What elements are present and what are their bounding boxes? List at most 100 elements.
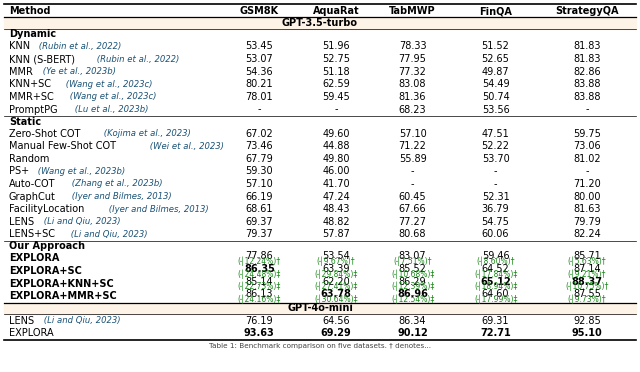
Text: 59.46: 59.46 — [482, 251, 509, 262]
Text: 73.46: 73.46 — [246, 141, 273, 151]
Text: 95.10: 95.10 — [572, 328, 602, 338]
Text: (┤9.73%)†: (┤9.73%)† — [568, 294, 606, 304]
Text: -: - — [411, 166, 414, 176]
Text: KNN (S-BERT): KNN (S-BERT) — [9, 54, 75, 64]
Text: 86.13: 86.13 — [246, 289, 273, 299]
Text: 81.63: 81.63 — [573, 204, 601, 214]
Text: 57.10: 57.10 — [399, 129, 426, 138]
Text: (Wang et al., 2023c): (Wang et al., 2023c) — [67, 92, 156, 102]
Text: GPT-3.5-turbo: GPT-3.5-turbo — [282, 18, 358, 28]
Text: (Ye et al., 2023b): (Ye et al., 2023b) — [40, 67, 116, 76]
Text: (┤9.21%)†: (┤9.21%)† — [568, 269, 606, 279]
Text: Our Approach: Our Approach — [9, 241, 85, 251]
Text: 80.21: 80.21 — [246, 79, 273, 89]
Text: (┤22.73%)‡: (┤22.73%)‡ — [237, 282, 281, 291]
Text: LENS+SC: LENS+SC — [9, 230, 55, 240]
Text: EXPLORA: EXPLORA — [9, 253, 60, 263]
Text: 36.79: 36.79 — [482, 204, 509, 214]
Text: 50.74: 50.74 — [482, 92, 509, 102]
Text: Manual Few-Shot COT: Manual Few-Shot COT — [9, 141, 116, 151]
Text: FinQA: FinQA — [479, 6, 512, 16]
Text: EXPLORA+KNN+SC: EXPLORA+KNN+SC — [9, 279, 114, 289]
Text: GraphCut: GraphCut — [9, 192, 56, 202]
Text: 87.55: 87.55 — [573, 289, 601, 299]
Text: -: - — [334, 105, 338, 115]
Text: -: - — [257, 105, 261, 115]
Text: 86.35: 86.35 — [244, 264, 275, 274]
Text: 90.12: 90.12 — [397, 328, 428, 338]
Text: 86.34: 86.34 — [399, 316, 426, 326]
Text: 67.66: 67.66 — [399, 204, 426, 214]
Text: 62.20: 62.20 — [322, 277, 350, 286]
Text: (┤12.24%)†: (┤12.24%)† — [238, 256, 281, 266]
Text: (┤27.41%)‡: (┤27.41%)‡ — [314, 282, 358, 291]
Text: 78.33: 78.33 — [399, 42, 426, 51]
Text: (Rubin et al., 2022): (Rubin et al., 2022) — [36, 42, 122, 51]
Text: 41.70: 41.70 — [322, 179, 350, 189]
Text: 86.29: 86.29 — [399, 277, 426, 286]
Text: PromptPG: PromptPG — [9, 105, 58, 115]
Text: 77.95: 77.95 — [399, 54, 426, 64]
Text: 76.19: 76.19 — [246, 316, 273, 326]
Bar — [4, 17, 636, 29]
Text: (Zhang et al., 2023b): (Zhang et al., 2023b) — [69, 179, 163, 189]
Text: 64.56: 64.56 — [322, 316, 350, 326]
Text: 69.29: 69.29 — [321, 328, 351, 338]
Text: 80.00: 80.00 — [573, 192, 601, 202]
Text: LENS: LENS — [9, 316, 34, 326]
Text: (┤12.39%)‡: (┤12.39%)‡ — [391, 282, 434, 291]
Text: 46.00: 46.00 — [322, 166, 349, 176]
Text: 85.14: 85.14 — [246, 277, 273, 286]
Text: (Li and Qiu, 2023): (Li and Qiu, 2023) — [42, 316, 121, 325]
Text: 92.85: 92.85 — [573, 316, 601, 326]
Text: (Iyer and Bilmes, 2013): (Iyer and Bilmes, 2013) — [106, 205, 209, 214]
Text: PS+: PS+ — [9, 166, 29, 176]
Text: 93.63: 93.63 — [244, 328, 275, 338]
Text: (Wei et al., 2023): (Wei et al., 2023) — [147, 142, 224, 151]
Text: (┤12.54%)‡: (┤12.54%)‡ — [391, 294, 434, 304]
Text: (Wang et al., 2023b): (Wang et al., 2023b) — [35, 167, 125, 176]
Text: TabMWP: TabMWP — [389, 6, 436, 16]
Text: (┤17.84%)‡: (┤17.84%)‡ — [474, 269, 517, 279]
Text: 55.89: 55.89 — [399, 154, 426, 164]
Text: 69.37: 69.37 — [246, 217, 273, 227]
Text: 48.43: 48.43 — [322, 204, 349, 214]
Text: 73.06: 73.06 — [573, 141, 601, 151]
Text: 54.36: 54.36 — [246, 67, 273, 77]
Text: 88.37: 88.37 — [572, 277, 602, 286]
Text: 52.22: 52.22 — [482, 141, 509, 151]
Text: 77.27: 77.27 — [399, 217, 427, 227]
Text: LENS: LENS — [9, 217, 34, 227]
Text: (┤5.63%)†: (┤5.63%)† — [568, 256, 606, 266]
Text: 83.88: 83.88 — [573, 79, 601, 89]
Text: (Iyer and Bilmes, 2013): (Iyer and Bilmes, 2013) — [69, 192, 172, 201]
Text: 60.06: 60.06 — [482, 230, 509, 240]
Text: -: - — [411, 179, 414, 189]
Text: 82.24: 82.24 — [573, 230, 601, 240]
Text: KNN: KNN — [9, 42, 30, 51]
Text: 83.88: 83.88 — [573, 92, 601, 102]
Text: FacilityLocation: FacilityLocation — [9, 204, 84, 214]
Text: (Kojima et al., 2023): (Kojima et al., 2023) — [101, 129, 191, 138]
Text: 71.20: 71.20 — [573, 179, 601, 189]
Text: -: - — [494, 179, 497, 189]
Text: -: - — [494, 166, 497, 176]
Text: (┤24.16%)‡: (┤24.16%)‡ — [237, 294, 281, 304]
Text: 57.10: 57.10 — [246, 179, 273, 189]
Text: 60.45: 60.45 — [399, 192, 426, 202]
Text: 62.59: 62.59 — [322, 79, 350, 89]
Text: 52.75: 52.75 — [322, 54, 350, 64]
Text: (Li and Qiu, 2023): (Li and Qiu, 2023) — [68, 230, 148, 239]
Text: 64.52: 64.52 — [482, 264, 509, 274]
Text: 51.96: 51.96 — [322, 42, 350, 51]
Text: 80.68: 80.68 — [399, 230, 426, 240]
Text: (┤30.64%)‡: (┤30.64%)‡ — [314, 294, 358, 304]
Text: 83.08: 83.08 — [399, 79, 426, 89]
Text: 77.32: 77.32 — [399, 67, 426, 77]
Text: 49.60: 49.60 — [322, 129, 349, 138]
Text: 81.83: 81.83 — [573, 54, 601, 64]
Text: MMR: MMR — [9, 67, 33, 77]
Text: 63.78: 63.78 — [321, 289, 351, 299]
Text: 52.31: 52.31 — [482, 192, 509, 202]
Text: (┤9.67%)†: (┤9.67%)† — [317, 256, 355, 266]
